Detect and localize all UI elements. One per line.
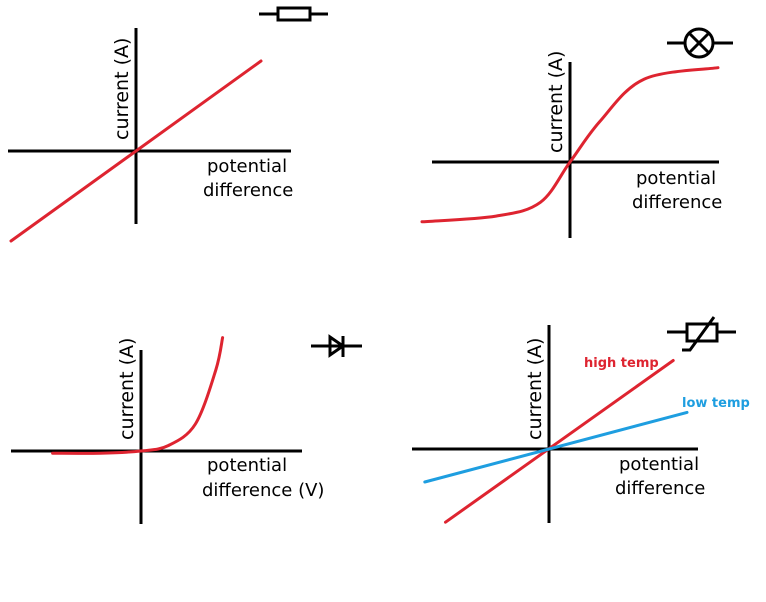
x-axis-label-line2: difference (V) [202, 480, 324, 501]
plot-area [423, 359, 689, 524]
panel-diode: current (A) potential difference (V) [11, 334, 362, 524]
legend-low-temp: low temp [682, 396, 750, 411]
thermistor-icon [667, 316, 736, 352]
x-axis-label-line2: difference [615, 478, 705, 499]
y-axis-label: current (A) [524, 338, 546, 440]
x-axis-label-line1: potential [207, 156, 287, 177]
diode-icon [311, 334, 362, 358]
x-axis-label-line2: difference [632, 192, 722, 213]
series-line-low-temp [423, 410, 689, 484]
legend-high-temp: high temp [584, 356, 659, 371]
resistor-icon [259, 6, 328, 22]
x-axis-label-line2: difference [203, 180, 293, 201]
filament-lamp-icon [667, 27, 733, 59]
plot-area [9, 59, 263, 243]
plot-area [51, 336, 225, 455]
plot-area [420, 66, 720, 224]
series-line-0 [420, 66, 720, 224]
series-line-0 [51, 336, 225, 455]
panel-resistor: current (A) potential difference [8, 6, 328, 243]
x-axis-label-line1: potential [619, 454, 699, 475]
series-line-0 [9, 59, 263, 243]
x-axis-label-line1: potential [207, 455, 287, 476]
y-axis-label: current (A) [545, 51, 567, 153]
y-axis-label: current (A) [116, 338, 138, 440]
panel-thermistor: current (A) potential difference high te… [412, 316, 750, 524]
y-axis-label: current (A) [111, 38, 133, 140]
series-line-high-temp [444, 359, 675, 524]
x-axis-label-line1: potential [636, 168, 716, 189]
panel-filament-lamp: current (A) potential difference [420, 27, 733, 238]
